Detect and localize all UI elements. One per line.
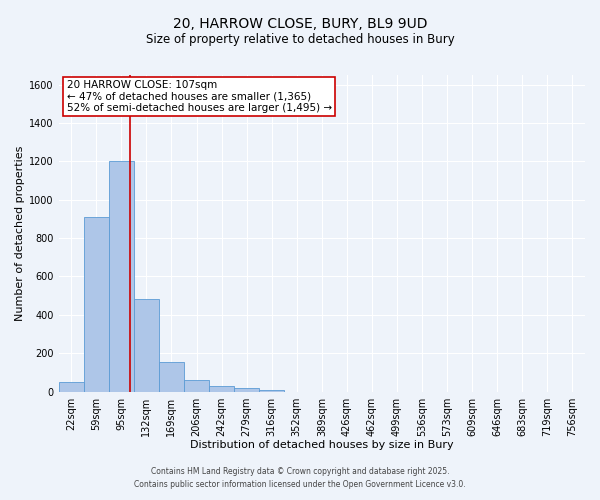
X-axis label: Distribution of detached houses by size in Bury: Distribution of detached houses by size …: [190, 440, 454, 450]
Text: Size of property relative to detached houses in Bury: Size of property relative to detached ho…: [146, 32, 454, 46]
Text: Contains HM Land Registry data © Crown copyright and database right 2025.: Contains HM Land Registry data © Crown c…: [151, 467, 449, 476]
Text: 20 HARROW CLOSE: 107sqm
← 47% of detached houses are smaller (1,365)
52% of semi: 20 HARROW CLOSE: 107sqm ← 47% of detache…: [67, 80, 332, 113]
Bar: [234, 388, 259, 392]
Bar: [84, 217, 109, 392]
Bar: [209, 386, 234, 392]
Bar: [259, 390, 284, 392]
Text: Contains public sector information licensed under the Open Government Licence v3: Contains public sector information licen…: [134, 480, 466, 489]
Y-axis label: Number of detached properties: Number of detached properties: [15, 146, 25, 321]
Bar: [134, 300, 159, 392]
Text: 20, HARROW CLOSE, BURY, BL9 9UD: 20, HARROW CLOSE, BURY, BL9 9UD: [173, 18, 427, 32]
Bar: [109, 162, 134, 392]
Bar: [159, 362, 184, 392]
Bar: [59, 382, 84, 392]
Bar: [184, 380, 209, 392]
